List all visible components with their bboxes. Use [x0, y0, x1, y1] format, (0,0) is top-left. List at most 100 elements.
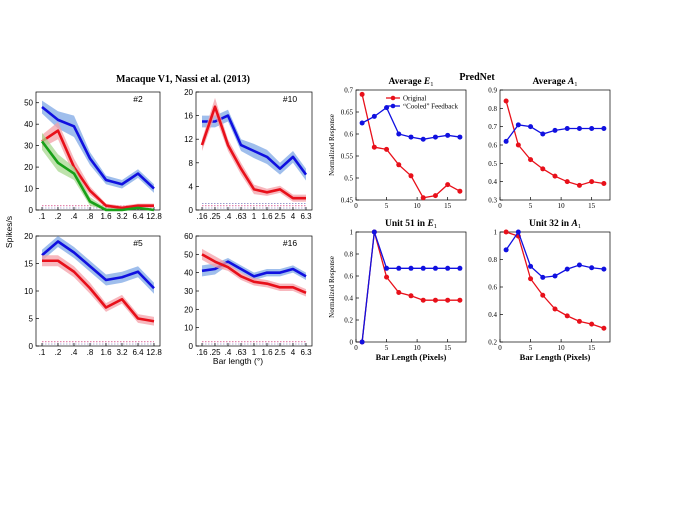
x-tick-label: .1	[39, 212, 46, 221]
data-point-original	[359, 91, 365, 97]
y-tick-label: 0.9	[488, 87, 497, 95]
prednet-panel-0: Average E1 0.45 0.5 0.55 0.6 0.65 0.7 0 5 10 15 Nor…	[328, 77, 467, 210]
series-line-red	[200, 105, 306, 200]
x-tick-label: .4	[71, 212, 78, 221]
x-tick-label: .16	[196, 212, 208, 221]
data-point-original	[445, 297, 451, 303]
series-line-original	[505, 231, 605, 329]
y-tick-label: 16	[184, 112, 193, 121]
series-line-red	[201, 253, 307, 295]
data-point-cooled	[589, 126, 595, 131]
prednet-title: PredNet	[459, 72, 495, 83]
y-tick-label: 8	[189, 159, 194, 168]
series-line-cooled	[505, 230, 604, 279]
macaque-title: Macaque V1, Nassi et al. (2013)	[116, 74, 250, 85]
x-tick-label: 5	[529, 202, 533, 210]
data-point-cooled	[371, 229, 377, 235]
legend-label-original: Original	[403, 94, 426, 102]
data-point-original	[601, 181, 607, 186]
y-tick-label: 0.5	[344, 175, 353, 183]
y-tick-label: 40	[184, 269, 193, 278]
data-point-cooled	[408, 265, 414, 271]
series-line-cooled	[361, 106, 460, 140]
data-point-cooled	[589, 265, 595, 271]
data-point-cooled	[503, 138, 509, 144]
data-point-original	[540, 166, 546, 172]
error-band-red	[42, 255, 154, 326]
data-point-cooled	[515, 122, 521, 128]
data-point-cooled	[601, 266, 607, 272]
x-tick-label: 12.8	[146, 348, 162, 357]
y-tick-label: 10	[24, 287, 33, 296]
series-line-cooled	[505, 124, 604, 142]
x-tick-label: 2.5	[274, 348, 286, 357]
series-line-original	[361, 231, 460, 343]
data-point-original	[420, 195, 426, 201]
x-tick-label: 0	[354, 202, 358, 210]
y-tick-label: 40	[24, 120, 33, 129]
data-point-original	[528, 276, 534, 282]
y-tick-label: 60	[184, 232, 193, 241]
panel-frame	[35, 235, 161, 347]
x-tick-label: 1	[252, 212, 257, 221]
data-point-cooled	[576, 262, 582, 268]
panel-frame	[355, 89, 467, 201]
data-point-cooled	[540, 131, 546, 137]
y-tick-label: 20	[184, 88, 193, 97]
x-tick-label: .2	[55, 348, 62, 357]
macaque-panel-3: 0 10 20 30 40 50 60 .16.25 .4.63 1 1.6 2.5 4 6.3 #16	[184, 232, 313, 357]
data-point-cooled	[564, 266, 570, 272]
x-tick-label: 6.3	[300, 212, 312, 221]
data-point-cooled	[420, 136, 426, 142]
y-tick-label: 0.8	[344, 251, 353, 259]
data-point-original	[457, 188, 463, 194]
macaque-panel-0: 0 10 20 30 40 50 .1 .2 .4 .8 1.6 3.2 6.4 12.8 #2	[24, 91, 162, 221]
panel-id-label: #16	[283, 238, 297, 248]
y-tick-label: 0.6	[488, 142, 497, 150]
x-tick-label: .4	[225, 348, 232, 357]
x-tick-label: 10	[414, 202, 422, 210]
error-band-red	[202, 248, 306, 297]
x-tick-label: 3.2	[116, 212, 128, 221]
x-tick-label: 1.6	[261, 212, 273, 221]
y-tick-label: 20	[24, 232, 33, 241]
legend-label-cooled: “Cooled” Feedback	[403, 102, 459, 110]
y-tick-label: 0.4	[488, 311, 497, 319]
panel-id-label: #10	[283, 94, 297, 104]
data-point-original	[432, 193, 438, 199]
y-tick-label: 0.65	[341, 109, 354, 117]
y-tick-label: 20	[184, 305, 193, 314]
y-tick-label: 0	[189, 342, 194, 351]
data-point-original	[384, 146, 390, 152]
data-point-cooled	[384, 265, 390, 271]
data-point-cooled	[445, 132, 451, 138]
data-point-cooled	[396, 131, 402, 137]
data-point-original	[432, 297, 438, 303]
panel-frame	[35, 91, 161, 211]
x-tick-label: 6.3	[300, 348, 312, 357]
x-tick-label: .1	[39, 348, 46, 357]
x-tick-label: 10	[558, 202, 566, 210]
y-tick-label: 0.45	[341, 197, 354, 205]
y-tick-label: 0.6	[344, 273, 353, 281]
data-point-cooled	[457, 134, 463, 140]
x-tick-label: 0	[498, 344, 502, 352]
series-line-blue	[41, 106, 155, 190]
y-tick-label: 50	[184, 250, 193, 259]
data-point-cooled	[576, 126, 582, 131]
data-point-cooled	[528, 124, 534, 130]
data-point-original	[576, 182, 582, 188]
panel-title: Unit 51 in E1	[385, 219, 437, 230]
legend: Original“Cooled” Feedback	[386, 94, 459, 110]
x-axis-label: Bar Length (Pixels)	[376, 352, 447, 362]
y-tick-label: 0	[189, 206, 194, 215]
x-tick-label: 4	[291, 212, 296, 221]
y-tick-label: 0	[29, 342, 34, 351]
y-tick-label: 10	[184, 324, 193, 333]
x-tick-label: 15	[588, 202, 596, 210]
x-tick-label: 3.2	[116, 348, 128, 357]
x-tick-label: 6.4	[132, 348, 144, 357]
panel-title: Average A1	[532, 77, 577, 88]
x-tick-label: 10	[414, 344, 422, 352]
data-point-original	[396, 290, 402, 295]
